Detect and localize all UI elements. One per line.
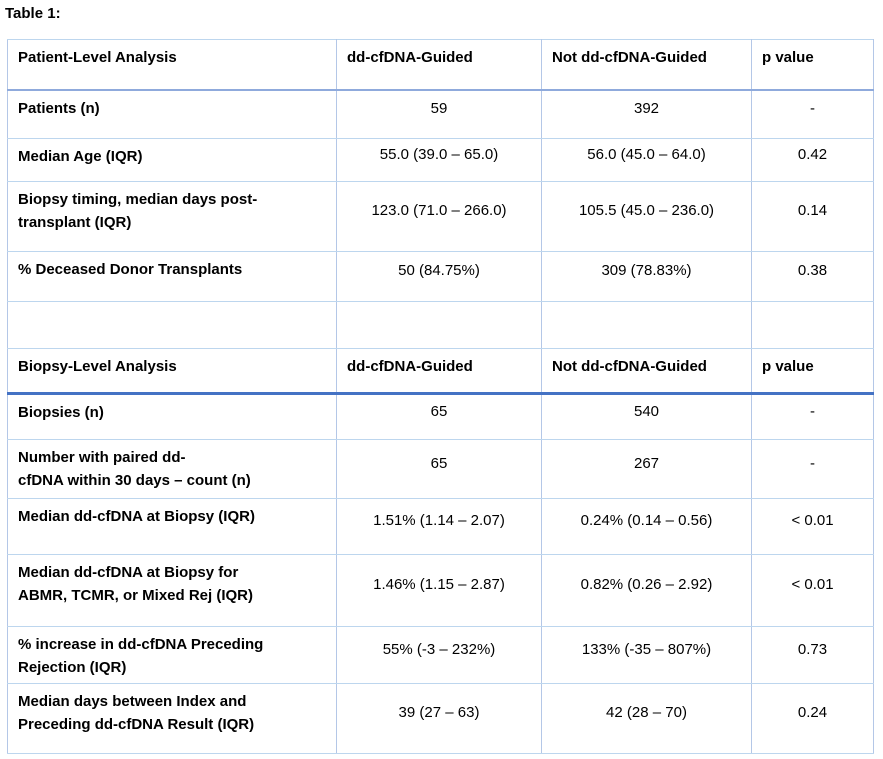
table-row: Biopsies (n) 65 540 - xyxy=(7,393,874,440)
patient-header-analysis: Patient-Level Analysis xyxy=(7,39,337,91)
empty-cell xyxy=(7,301,337,349)
not-guided-value: 540 xyxy=(541,393,752,440)
biopsy-section-header-row: Biopsy-Level Analysis dd-cfDNA-Guided No… xyxy=(7,348,874,395)
guided-value: 39 (27 – 63) xyxy=(336,683,542,754)
guided-value: 55.0 (39.0 – 65.0) xyxy=(336,138,542,182)
table-row: Median dd-cfDNA at Biopsy (IQR) 1.51% (1… xyxy=(7,498,874,555)
empty-cell xyxy=(541,301,752,349)
not-guided-value: 105.5 (45.0 – 236.0) xyxy=(541,181,752,252)
biopsy-header-p-value: p value xyxy=(751,348,874,395)
guided-value: 65 xyxy=(336,439,542,499)
row-label: Patients (n) xyxy=(7,89,337,139)
not-guided-value: 392 xyxy=(541,89,752,139)
not-guided-value: 133% (-35 – 807%) xyxy=(541,626,752,684)
guided-value: 123.0 (71.0 – 266.0) xyxy=(336,181,542,252)
p-value: 0.14 xyxy=(751,181,874,252)
p-value: < 0.01 xyxy=(751,554,874,627)
row-label: Median dd-cfDNA at Biopsy (IQR) xyxy=(7,498,337,555)
p-value: 0.73 xyxy=(751,626,874,684)
biopsy-header-analysis: Biopsy-Level Analysis xyxy=(7,348,337,395)
row-label: Median dd-cfDNA at Biopsy for ABMR, TCMR… xyxy=(7,554,337,627)
table-row: Biopsy timing, median days post- transpl… xyxy=(7,181,874,252)
table-row: Median dd-cfDNA at Biopsy for ABMR, TCMR… xyxy=(7,554,874,627)
row-label: Number with paired dd- cfDNA within 30 d… xyxy=(7,439,337,499)
p-value: 0.38 xyxy=(751,251,874,302)
guided-value: 65 xyxy=(336,393,542,440)
guided-value: 1.46% (1.15 – 2.87) xyxy=(336,554,542,627)
patient-section-header-row: Patient-Level Analysis dd-cfDNA-Guided N… xyxy=(7,39,874,91)
guided-value: 1.51% (1.14 – 2.07) xyxy=(336,498,542,555)
row-label: % Deceased Donor Transplants xyxy=(7,251,337,302)
p-value: - xyxy=(751,89,874,139)
row-label: Median days between Index and Preceding … xyxy=(7,683,337,754)
row-label: Median Age (IQR) xyxy=(7,138,337,182)
not-guided-value: 56.0 (45.0 – 64.0) xyxy=(541,138,752,182)
table-row: Number with paired dd- cfDNA within 30 d… xyxy=(7,439,874,499)
table-row: % Deceased Donor Transplants 50 (84.75%)… xyxy=(7,251,874,302)
p-value: - xyxy=(751,393,874,440)
patient-header-p-value: p value xyxy=(751,39,874,91)
row-label: Biopsy timing, median days post- transpl… xyxy=(7,181,337,252)
p-value: < 0.01 xyxy=(751,498,874,555)
not-guided-value: 0.82% (0.26 – 2.92) xyxy=(541,554,752,627)
empty-cell xyxy=(751,301,874,349)
p-value: 0.24 xyxy=(751,683,874,754)
guided-value: 50 (84.75%) xyxy=(336,251,542,302)
patient-header-not-guided: Not dd-cfDNA-Guided xyxy=(541,39,752,91)
row-label: % increase in dd-cfDNA Preceding Rejecti… xyxy=(7,626,337,684)
table-row: Median Age (IQR) 55.0 (39.0 – 65.0) 56.0… xyxy=(7,138,874,182)
table-row: % increase in dd-cfDNA Preceding Rejecti… xyxy=(7,626,874,684)
not-guided-value: 42 (28 – 70) xyxy=(541,683,752,754)
table-row: Median days between Index and Preceding … xyxy=(7,683,874,754)
table-title: Table 1: xyxy=(5,5,61,22)
row-label: Biopsies (n) xyxy=(7,393,337,440)
p-value: - xyxy=(751,439,874,499)
biopsy-header-guided: dd-cfDNA-Guided xyxy=(336,348,542,395)
guided-value: 59 xyxy=(336,89,542,139)
empty-cell xyxy=(336,301,542,349)
spacer-row xyxy=(7,301,874,349)
not-guided-value: 0.24% (0.14 – 0.56) xyxy=(541,498,752,555)
not-guided-value: 267 xyxy=(541,439,752,499)
patient-header-guided: dd-cfDNA-Guided xyxy=(336,39,542,91)
analysis-table: Patient-Level Analysis dd-cfDNA-Guided N… xyxy=(7,39,874,754)
biopsy-header-not-guided: Not dd-cfDNA-Guided xyxy=(541,348,752,395)
not-guided-value: 309 (78.83%) xyxy=(541,251,752,302)
table-row: Patients (n) 59 392 - xyxy=(7,89,874,139)
guided-value: 55% (-3 – 232%) xyxy=(336,626,542,684)
p-value: 0.42 xyxy=(751,138,874,182)
